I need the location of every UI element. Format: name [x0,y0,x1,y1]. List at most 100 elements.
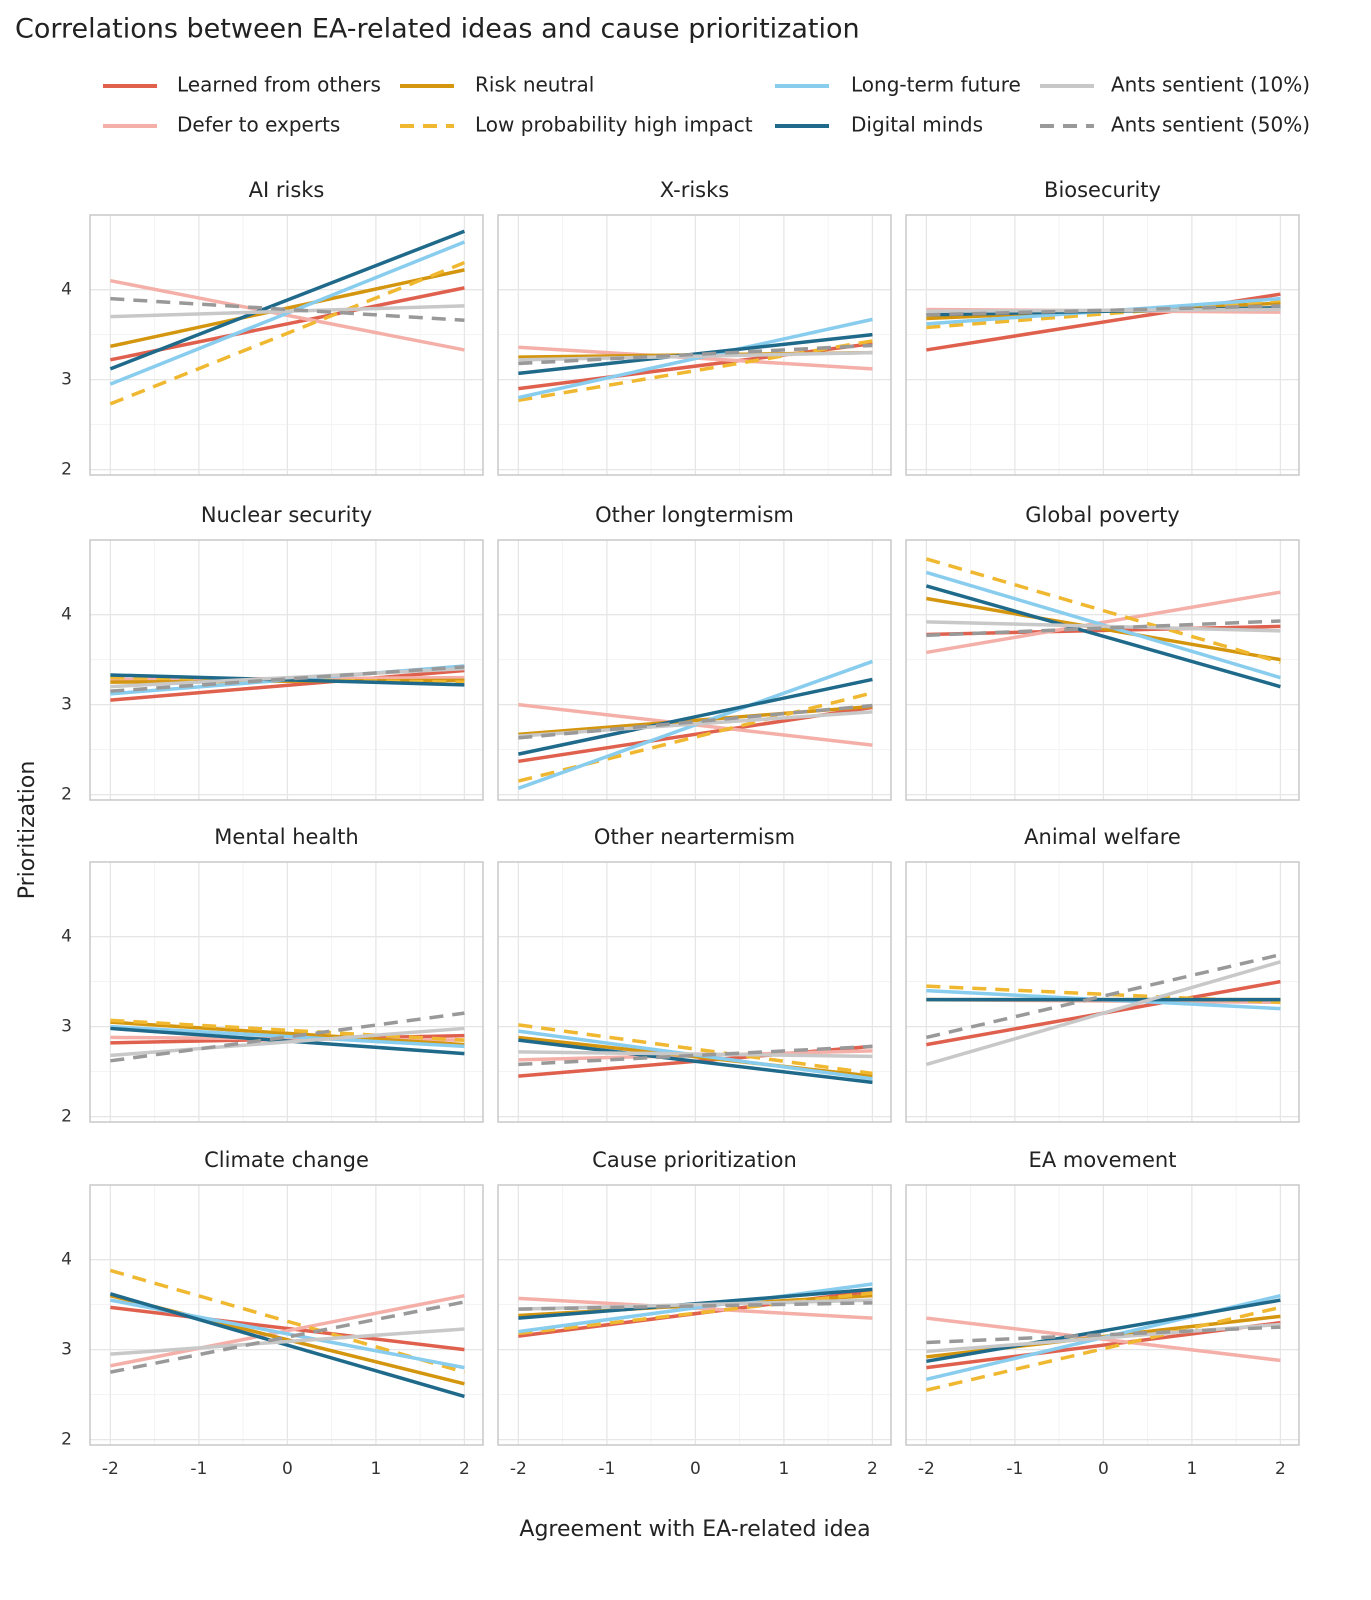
legend-label: Long-term future [851,73,1021,97]
panel-title: Cause prioritization [592,1148,797,1172]
trend-line [110,278,465,352]
trend-line [110,666,465,689]
trend-line [925,1305,1281,1392]
legend-label: Risk neutral [475,73,594,97]
legend-label: Learned from others [177,73,381,97]
trend-line [109,1292,465,1399]
panel-border [497,1184,892,1446]
trend-line [518,1023,873,1076]
trend-line [110,668,465,702]
y-tick-label: 2 [61,1107,72,1127]
panel-title: Other longtermism [595,503,794,527]
trend-line [110,665,465,693]
trend-line [110,1020,465,1047]
y-tick-label: 3 [61,695,72,715]
trend-line [110,1011,465,1063]
panel-border [497,861,892,1123]
panel-title: Climate change [204,1148,369,1172]
x-tick-label: -1 [190,1459,207,1479]
panel-title: Biosecurity [1044,178,1161,202]
x-tick-label: -1 [598,1459,615,1479]
trend-line [518,332,873,376]
x-tick-label: 1 [1186,1459,1197,1479]
panel-border [89,1184,484,1446]
trend-line [518,1282,873,1334]
panel-border [905,1184,1300,1446]
panel-title: Global poverty [1025,503,1180,527]
y-tick-label: 3 [61,370,72,390]
trend-line [109,229,466,371]
panel-title: AI risks [249,178,325,202]
panel-border [905,539,1300,801]
trend-line [925,557,1281,665]
x-tick-label: -2 [918,1459,935,1479]
x-tick-label: 2 [1275,1459,1286,1479]
x-tick-label: 0 [282,1459,293,1479]
trend-line [109,240,466,386]
trend-line [110,1293,465,1368]
trend-line [517,317,873,400]
legend-label: Low probability high impact [475,113,753,137]
trend-line [518,350,873,362]
trend-line [518,1044,873,1067]
y-tick-label: 4 [61,1250,72,1270]
legend-label: Digital minds [851,113,983,137]
trend-line [518,1291,873,1336]
x-tick-label: 0 [1098,1459,1109,1479]
trend-line [926,1298,1281,1364]
panel-border [905,214,1300,476]
trend-line [110,1024,465,1049]
trend-line [518,1038,873,1085]
trend-line [926,619,1281,638]
panel-border [89,539,484,801]
trend-line [518,339,873,403]
trend-line [926,298,1281,330]
trend-line [517,677,873,756]
chart-title: Correlations between EA-related ideas an… [15,14,860,45]
trend-line [110,1018,465,1042]
x-tick-label: 2 [867,1459,878,1479]
legend-label: Ants sentient (10%) [1111,73,1310,97]
panel-title: X-risks [660,178,729,202]
trend-line [110,1300,465,1374]
panel-border [497,539,892,801]
trend-line [926,620,1281,633]
legend-label: Ants sentient (50%) [1111,113,1310,137]
trend-line [925,952,1281,1040]
trend-line [926,1322,1281,1354]
trend-line [110,1026,465,1058]
trend-line [110,675,465,684]
trend-line [926,307,1281,314]
y-tick-label: 4 [61,605,72,625]
trend-line [926,596,1281,662]
trend-line [517,691,873,783]
panel-title: Nuclear security [201,503,372,527]
y-tick-label: 2 [61,460,72,480]
panel-border [497,214,892,476]
trend-line [518,343,873,366]
panel-border [89,861,484,1123]
y-tick-label: 4 [61,927,72,947]
trend-line [110,296,465,323]
trend-line [926,304,1281,317]
trend-line [518,1301,873,1311]
x-tick-label: -2 [102,1459,119,1479]
trend-line [110,286,465,362]
y-tick-label: 3 [61,1340,72,1360]
trend-line [109,268,465,349]
trend-line [110,304,465,319]
y-tick-label: 2 [61,785,72,805]
panel-border [89,214,484,476]
trend-line [518,704,873,737]
x-tick-label: 1 [370,1459,381,1479]
trend-line [110,673,465,687]
y-axis-label: Prioritization [15,761,40,900]
x-tick-label: 2 [459,1459,470,1479]
trend-line [925,584,1281,689]
panel-title: EA movement [1029,1148,1177,1172]
trend-line [109,261,466,406]
trend-line [925,960,1281,1067]
legend-label: Defer to experts [177,113,340,137]
panel-title: Animal welfare [1024,825,1181,849]
y-tick-label: 4 [61,280,72,300]
